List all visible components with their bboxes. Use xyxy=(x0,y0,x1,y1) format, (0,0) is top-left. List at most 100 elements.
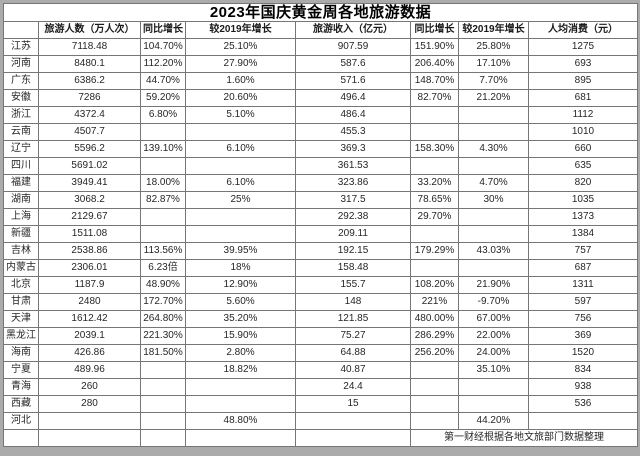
data-cell[interactable]: 496.4 xyxy=(295,89,411,107)
data-cell[interactable]: 29.70% xyxy=(410,208,459,226)
data-cell[interactable]: 78.65% xyxy=(410,191,459,209)
data-cell[interactable]: 33.20% xyxy=(410,174,459,192)
data-cell[interactable]: 48.90% xyxy=(140,276,186,294)
data-cell[interactable] xyxy=(458,395,529,413)
data-cell[interactable]: 256.20% xyxy=(410,344,459,362)
data-cell[interactable]: 25% xyxy=(185,191,296,209)
empty-cell[interactable] xyxy=(38,429,141,447)
data-cell[interactable]: 3068.2 xyxy=(38,191,141,209)
data-cell[interactable]: 7.70% xyxy=(458,72,529,90)
data-cell[interactable]: 260 xyxy=(38,378,141,396)
data-cell[interactable]: 6386.2 xyxy=(38,72,141,90)
data-cell[interactable]: 18.82% xyxy=(185,361,296,379)
data-cell[interactable]: 587.6 xyxy=(295,55,411,73)
data-cell[interactable] xyxy=(410,123,459,141)
province-cell[interactable]: 江苏 xyxy=(3,38,39,56)
data-cell[interactable]: 5691.02 xyxy=(38,157,141,175)
data-cell[interactable]: 1511.08 xyxy=(38,225,141,243)
data-cell[interactable]: 1010 xyxy=(528,123,638,141)
data-cell[interactable]: 18.00% xyxy=(140,174,186,192)
data-cell[interactable]: 22.00% xyxy=(458,327,529,345)
column-header-cell[interactable]: 较2019年增长 xyxy=(458,21,529,39)
data-cell[interactable] xyxy=(140,412,186,430)
data-cell[interactable]: 455.3 xyxy=(295,123,411,141)
data-cell[interactable]: 82.87% xyxy=(140,191,186,209)
data-cell[interactable]: 221.30% xyxy=(140,327,186,345)
province-cell[interactable]: 湖南 xyxy=(3,191,39,209)
province-cell[interactable]: 吉林 xyxy=(3,242,39,260)
data-cell[interactable]: 757 xyxy=(528,242,638,260)
data-cell[interactable]: 75.27 xyxy=(295,327,411,345)
data-cell[interactable] xyxy=(410,259,459,277)
data-cell[interactable]: 206.40% xyxy=(410,55,459,73)
data-cell[interactable] xyxy=(458,208,529,226)
data-cell[interactable]: 323.86 xyxy=(295,174,411,192)
data-cell[interactable]: 67.00% xyxy=(458,310,529,328)
data-cell[interactable]: 2480 xyxy=(38,293,141,311)
data-cell[interactable] xyxy=(458,378,529,396)
data-cell[interactable]: 43.03% xyxy=(458,242,529,260)
data-cell[interactable]: 6.10% xyxy=(185,140,296,158)
data-cell[interactable]: 4372.4 xyxy=(38,106,141,124)
province-cell[interactable]: 新疆 xyxy=(3,225,39,243)
data-cell[interactable]: 48.80% xyxy=(185,412,296,430)
data-cell[interactable]: 7286 xyxy=(38,89,141,107)
data-cell[interactable] xyxy=(140,378,186,396)
empty-cell[interactable] xyxy=(185,429,296,447)
data-cell[interactable] xyxy=(140,395,186,413)
data-cell[interactable]: 264.80% xyxy=(140,310,186,328)
data-cell[interactable]: 1035 xyxy=(528,191,638,209)
data-cell[interactable]: 1612.42 xyxy=(38,310,141,328)
data-cell[interactable]: 25.10% xyxy=(185,38,296,56)
column-header-cell[interactable]: 旅游人数（万人次） xyxy=(38,21,141,39)
data-cell[interactable] xyxy=(410,157,459,175)
data-cell[interactable]: 1520 xyxy=(528,344,638,362)
data-cell[interactable] xyxy=(140,208,186,226)
data-cell[interactable]: 2538.86 xyxy=(38,242,141,260)
data-cell[interactable] xyxy=(185,123,296,141)
data-cell[interactable] xyxy=(410,106,459,124)
corner-header-cell[interactable] xyxy=(3,21,39,39)
province-cell[interactable]: 天津 xyxy=(3,310,39,328)
data-cell[interactable]: 361.53 xyxy=(295,157,411,175)
column-header-cell[interactable]: 较2019年增长 xyxy=(185,21,296,39)
data-cell[interactable]: 4.30% xyxy=(458,140,529,158)
data-cell[interactable]: 687 xyxy=(528,259,638,277)
data-cell[interactable]: 2.80% xyxy=(185,344,296,362)
data-cell[interactable] xyxy=(458,225,529,243)
data-cell[interactable]: 59.20% xyxy=(140,89,186,107)
data-cell[interactable]: 1112 xyxy=(528,106,638,124)
data-cell[interactable]: 35.10% xyxy=(458,361,529,379)
column-header-cell[interactable]: 同比增长 xyxy=(140,21,186,39)
data-cell[interactable]: 486.4 xyxy=(295,106,411,124)
data-cell[interactable] xyxy=(185,208,296,226)
province-cell[interactable]: 海南 xyxy=(3,344,39,362)
data-cell[interactable]: 6.10% xyxy=(185,174,296,192)
data-cell[interactable] xyxy=(458,157,529,175)
data-cell[interactable]: 4.70% xyxy=(458,174,529,192)
data-cell[interactable]: 834 xyxy=(528,361,638,379)
province-cell[interactable]: 四川 xyxy=(3,157,39,175)
province-cell[interactable]: 北京 xyxy=(3,276,39,294)
data-cell[interactable]: 5596.2 xyxy=(38,140,141,158)
data-cell[interactable]: 938 xyxy=(528,378,638,396)
data-cell[interactable] xyxy=(140,361,186,379)
data-cell[interactable]: 693 xyxy=(528,55,638,73)
data-cell[interactable]: 192.15 xyxy=(295,242,411,260)
data-cell[interactable]: 21.20% xyxy=(458,89,529,107)
data-cell[interactable]: 155.7 xyxy=(295,276,411,294)
data-cell[interactable]: 12.90% xyxy=(185,276,296,294)
province-cell[interactable]: 广东 xyxy=(3,72,39,90)
data-cell[interactable]: 39.95% xyxy=(185,242,296,260)
data-cell[interactable]: 660 xyxy=(528,140,638,158)
data-cell[interactable]: 756 xyxy=(528,310,638,328)
province-cell[interactable]: 上海 xyxy=(3,208,39,226)
province-cell[interactable]: 福建 xyxy=(3,174,39,192)
data-cell[interactable] xyxy=(458,259,529,277)
data-cell[interactable]: 24.4 xyxy=(295,378,411,396)
data-cell[interactable]: 104.70% xyxy=(140,38,186,56)
data-cell[interactable]: 158.30% xyxy=(410,140,459,158)
data-cell[interactable] xyxy=(410,225,459,243)
data-cell[interactable]: 148.70% xyxy=(410,72,459,90)
data-cell[interactable] xyxy=(185,395,296,413)
